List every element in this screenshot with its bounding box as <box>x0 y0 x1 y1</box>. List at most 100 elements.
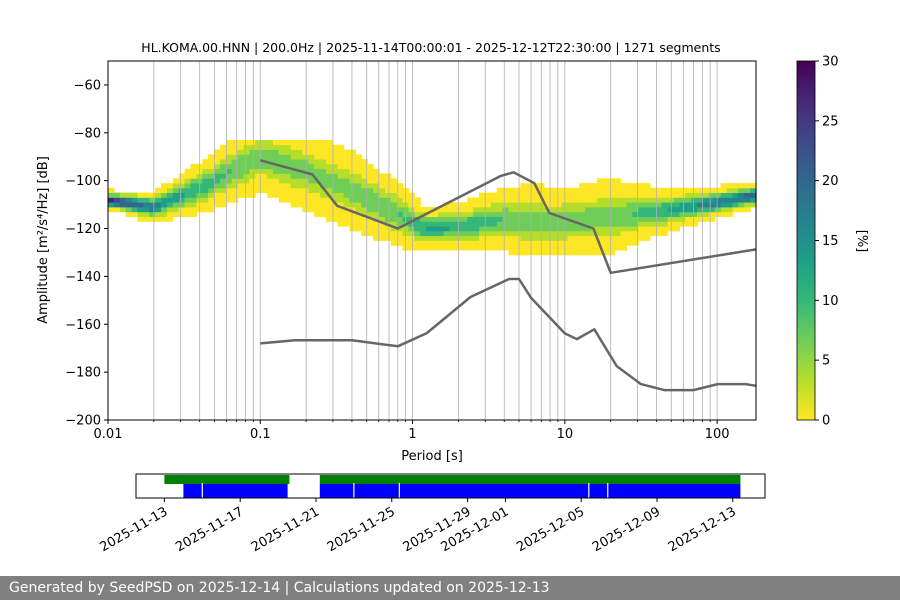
heatmap-cell <box>567 187 574 193</box>
heatmap-cell <box>396 211 404 217</box>
heatmap-cell <box>532 202 539 208</box>
heatmap-cell <box>614 197 622 203</box>
colorbar-ticks: 0 5 10 15 20 25 30 <box>815 55 839 429</box>
heatmap-cell <box>726 211 733 217</box>
heatmap-cell <box>296 187 303 193</box>
heatmap-cell <box>237 149 245 155</box>
heatmap-cell <box>261 140 268 146</box>
heatmap-cell <box>290 187 298 193</box>
heatmap-cell <box>225 197 233 203</box>
heatmap-cell <box>714 192 722 198</box>
heatmap-cell <box>337 221 345 227</box>
heatmap-cell <box>490 240 498 246</box>
heatmap-cell <box>514 230 521 237</box>
heatmap-cell <box>661 226 669 232</box>
heatmap-cell <box>490 226 498 232</box>
heatmap-cell <box>496 197 504 203</box>
heatmap-cell <box>543 245 551 251</box>
heatmap-cell <box>396 192 404 198</box>
heatmap-cell <box>296 144 303 150</box>
heatmap-cell <box>296 159 303 165</box>
heatmap-cell <box>237 192 245 198</box>
heatmap-cell <box>691 216 698 222</box>
heatmap-cell <box>284 178 292 184</box>
heatmap-cell <box>596 183 604 189</box>
heatmap-cell <box>520 240 527 246</box>
heatmap-cell <box>667 221 675 227</box>
heatmap-cell <box>549 197 557 203</box>
heatmap-cell <box>320 154 327 160</box>
heatmap-cell <box>626 226 633 232</box>
heatmap-cell <box>296 173 303 179</box>
heatmap-cell <box>602 187 610 193</box>
heatmap-cell <box>166 207 174 213</box>
heatmap-cell <box>367 173 374 179</box>
heatmap-cell <box>349 216 356 222</box>
heatmap-cell <box>390 192 398 198</box>
heatmap-cell <box>243 163 250 170</box>
heatmap-cell <box>496 221 504 227</box>
heatmap-cell <box>373 211 380 217</box>
heatmap-cell <box>308 173 315 179</box>
heatmap-cell <box>384 230 392 237</box>
heatmap-cell <box>738 197 745 203</box>
heatmap-cell <box>579 216 586 222</box>
heatmap-cell <box>661 207 669 213</box>
heatmap-cell <box>384 187 392 193</box>
heatmap-cell <box>113 207 121 213</box>
heatmap-cell <box>532 230 539 237</box>
heatmap-cell <box>549 240 557 246</box>
heatmap-cell <box>320 178 327 184</box>
heatmap-cell <box>355 192 362 198</box>
heatmap-cell <box>343 202 351 208</box>
heatmap-cell <box>379 235 386 241</box>
heatmap-cell <box>426 216 433 222</box>
heatmap-cell <box>349 221 356 227</box>
heatmap-cell <box>508 216 516 222</box>
x-axis-label: Period [s] <box>401 449 463 464</box>
heatmap-cell <box>361 187 368 193</box>
heatmap-cell <box>219 187 227 193</box>
heatmap-cell <box>219 173 227 179</box>
heatmap-cell <box>184 178 192 184</box>
heatmap-cell <box>473 197 480 203</box>
heatmap-cell <box>349 163 356 170</box>
heatmap-cell <box>532 245 539 251</box>
heatmap-cell <box>337 159 345 165</box>
heatmap-cell <box>508 211 516 217</box>
heatmap-cell <box>573 197 580 203</box>
heatmap-cell <box>320 202 327 208</box>
heatmap-cell <box>437 207 445 213</box>
heatmap-cell <box>337 144 345 150</box>
heatmap-cell <box>591 245 598 251</box>
y-tick-label: −140 <box>65 270 101 285</box>
heatmap-cell <box>219 154 227 160</box>
heatmap-cell <box>473 230 480 237</box>
heatmap-cell <box>526 197 533 203</box>
heatmap-cell <box>108 192 115 198</box>
heatmap-cell <box>373 202 380 208</box>
heatmap-cell <box>214 168 221 174</box>
heatmap-cell <box>243 149 250 155</box>
heatmap-cell <box>296 183 303 189</box>
heatmap-cell <box>720 187 728 193</box>
heatmap-cell <box>526 207 533 213</box>
available-segment <box>319 484 741 498</box>
heatmap-cell <box>473 207 480 213</box>
heatmap-cell <box>496 235 504 241</box>
heatmap-cell <box>514 235 521 241</box>
heatmap-cell <box>514 226 521 232</box>
heatmap-cell <box>408 226 415 232</box>
heatmap-cell <box>379 207 386 213</box>
heatmap-cell <box>290 192 298 198</box>
heatmap-cell <box>461 230 468 237</box>
heatmap-cell <box>526 245 533 251</box>
heatmap-cell <box>278 178 286 184</box>
heatmap-cell <box>296 192 303 198</box>
heatmap-cell <box>490 216 498 222</box>
heatmap-cell <box>208 178 215 184</box>
heatmap-cell <box>449 226 457 232</box>
heatmap-cell <box>208 168 215 174</box>
heatmap-cell <box>255 168 262 174</box>
heatmap-cell <box>172 207 180 213</box>
